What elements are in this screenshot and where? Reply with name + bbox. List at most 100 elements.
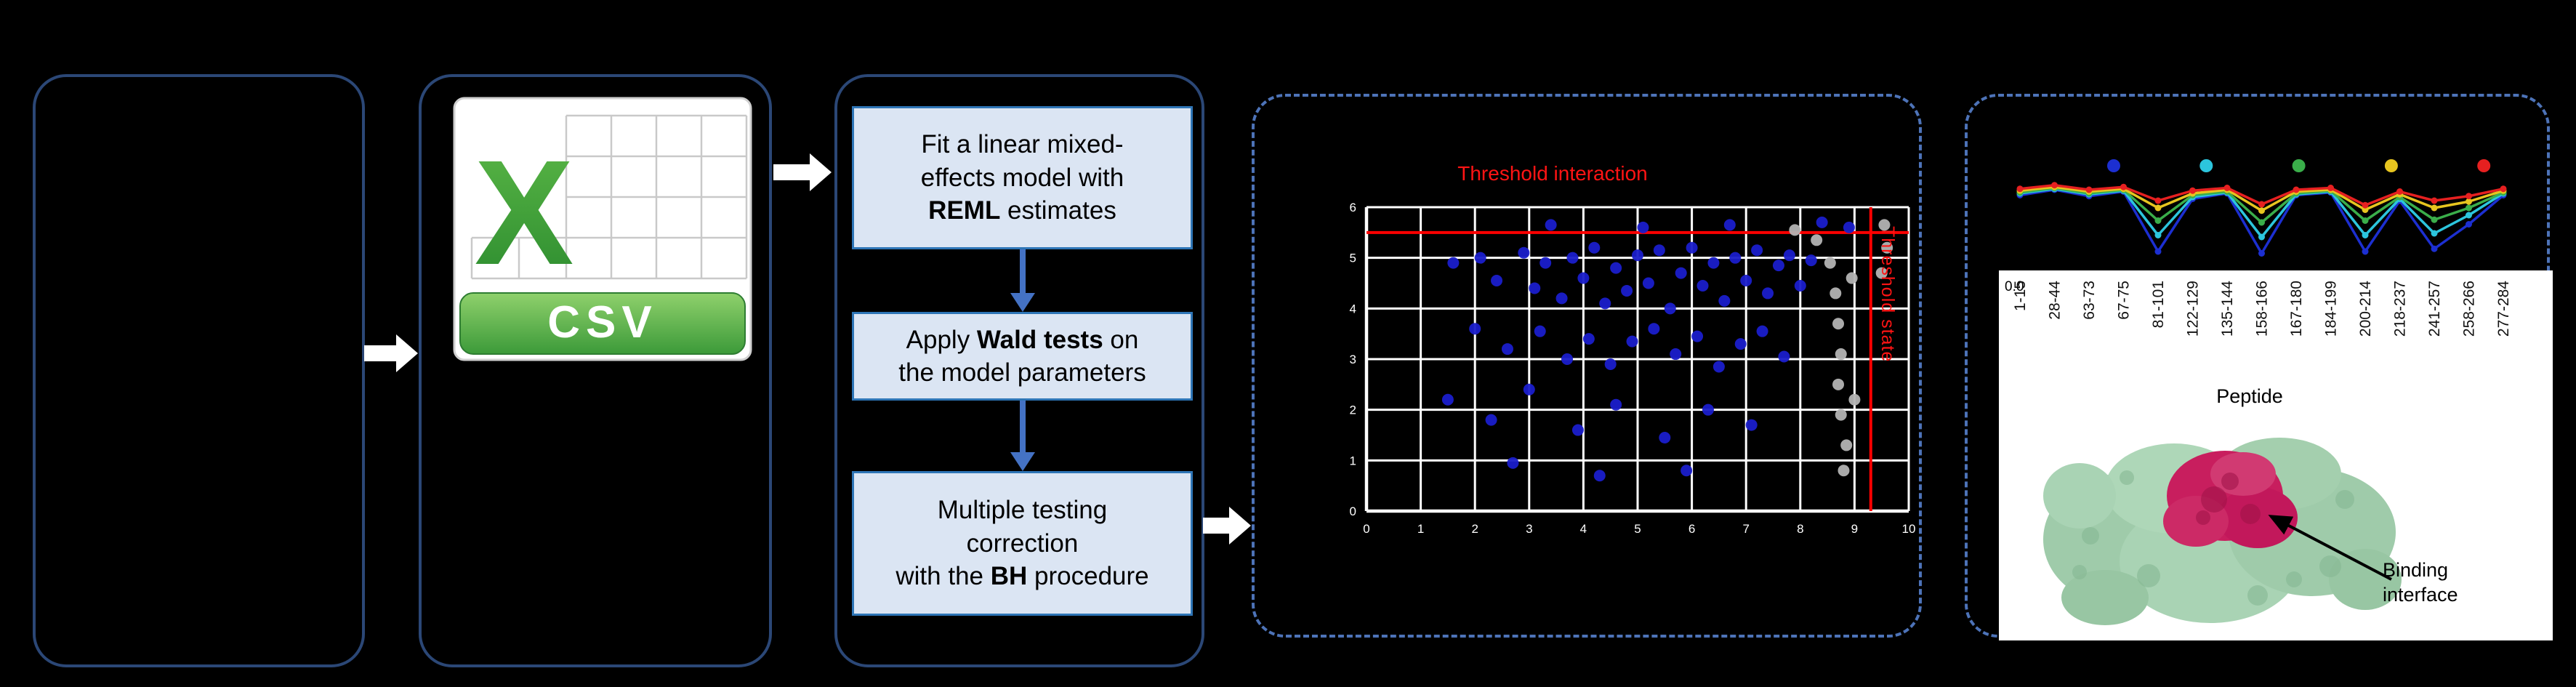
- peptide-tick-label: 67-75: [2116, 281, 2133, 320]
- scatter-point: [1778, 350, 1790, 363]
- uptake-point: [2362, 232, 2369, 238]
- scatter-point: [1878, 219, 1891, 231]
- panel-threshold-plot: Threshold interaction 0 1 2 3 4 5 6 7 8 9 10 0 1 2 3 4 5…: [1252, 94, 1922, 638]
- uptake-point: [2431, 197, 2438, 204]
- peptide-tick-label: 277-284: [2495, 281, 2512, 337]
- svg-text:0: 0: [1350, 505, 1356, 518]
- scatter-point: [1734, 338, 1747, 350]
- uptake-point: [2466, 198, 2472, 205]
- uptake-point: [2154, 248, 2162, 255]
- scatter-point: [1745, 419, 1758, 431]
- uptake-point: [2362, 248, 2369, 255]
- svg-text:7: 7: [1742, 522, 1749, 536]
- scatter-point: [1824, 257, 1836, 269]
- results-graphics: 0.0 1-15 28-44 63-73 67-75 81-101 122-129 135-…: [2005, 279, 2512, 625]
- scatter-point: [1830, 287, 1842, 300]
- scatter-point: [1848, 393, 1861, 406]
- scatter-point: [1632, 249, 1643, 262]
- scatter-point: [1881, 241, 1893, 254]
- peptide-tick-label: 218-237: [2392, 281, 2409, 337]
- scatter-point: [1626, 335, 1638, 347]
- csv-file-icon: X CSV: [453, 97, 752, 361]
- svg-text:5: 5: [1634, 522, 1641, 536]
- step1-bold: REML: [928, 196, 1001, 225]
- uptake-point: [2154, 197, 2162, 204]
- uptake-point: [2085, 186, 2093, 193]
- step-wald-tests-text: Apply Wald tests on the model parameters: [898, 324, 1146, 390]
- scatter-point: [1593, 470, 1606, 482]
- svg-text:2: 2: [1350, 403, 1356, 417]
- scatter-point: [1642, 277, 1654, 289]
- excel-x-letter: X: [475, 129, 574, 296]
- panel-results: 0.0 1-15 28-44 63-73 67-75 81-101 122-129 135-…: [1965, 94, 2553, 640]
- step1-pre: Fit a linear mixed- effects model with: [920, 130, 1124, 192]
- step3-post: procedure: [1027, 562, 1149, 591]
- peptide-tick-label: 184-199: [2323, 281, 2340, 337]
- uptake-point: [2466, 193, 2472, 200]
- scatter-point: [1670, 348, 1682, 361]
- protein-surface-texture: [2072, 470, 2354, 606]
- peptide-axis-labels: 1-15 28-44 63-73 67-75 81-101 122-129 135-144 1…: [2012, 281, 2512, 337]
- svg-text:3: 3: [1350, 353, 1356, 366]
- uptake-line-chart: [2016, 159, 2507, 257]
- step2-post: on the model parameters: [898, 325, 1146, 387]
- scatter-point: [1610, 262, 1622, 274]
- scatter-point: [1832, 318, 1845, 330]
- svg-text:6: 6: [1689, 522, 1695, 536]
- scatter-point: [1838, 465, 1850, 477]
- scatter-point: [1816, 216, 1828, 228]
- uptake-point: [2362, 201, 2369, 209]
- protein-structure-illustration: [2043, 438, 2402, 625]
- scatter-point: [1545, 219, 1557, 231]
- svg-text:6: 6: [1350, 201, 1356, 214]
- scatter-point: [1555, 292, 1568, 305]
- uptake-point: [2362, 206, 2369, 213]
- scatter-point: [1675, 267, 1687, 279]
- peptide-tick-label: 241-257: [2426, 281, 2443, 337]
- scatter-point: [1539, 257, 1552, 269]
- scatter-point: [1604, 358, 1617, 370]
- scatter-point: [1832, 378, 1845, 390]
- uptake-point: [2466, 221, 2472, 228]
- step-fit-model-text: Fit a linear mixed- effects model with R…: [921, 128, 1124, 228]
- uptake-point: [2154, 204, 2162, 212]
- svg-text:5: 5: [1350, 252, 1356, 265]
- uptake-point: [2431, 216, 2438, 223]
- flow-arrow-icon: [773, 153, 832, 191]
- binding-interface-arrow: [2268, 515, 2392, 581]
- svg-text:10: 10: [1902, 522, 1916, 536]
- uptake-point: [2258, 207, 2265, 214]
- uptake-point: [2431, 230, 2438, 237]
- peptide-tick-label: 200-214: [2357, 281, 2374, 337]
- scatter-point: [1529, 282, 1541, 294]
- results-white-panel: 0.0 1-15 28-44 63-73 67-75 81-101 122-129 135-…: [1999, 270, 2553, 640]
- scatter-plot: 0 1 2 3 4 5 6 7 8 9 10 0 1 2 3 4 5 6: [1350, 201, 1916, 536]
- step3-pre: Multiple testing correction with the: [895, 496, 1108, 591]
- scatter-point: [1659, 431, 1671, 443]
- scatter-point: [1783, 249, 1795, 262]
- uptake-point: [2051, 182, 2058, 189]
- scatter-point: [1664, 302, 1676, 315]
- uptake-point: [2327, 185, 2334, 191]
- step-fit-model: Fit a linear mixed- effects model with R…: [852, 106, 1193, 249]
- uptake-point: [2154, 217, 2162, 224]
- step-bh-correction: Multiple testing correction with the BH …: [852, 471, 1193, 616]
- scatter-series-1: [1789, 219, 1893, 477]
- uptake-point: [2431, 204, 2438, 212]
- scatter-point: [1566, 252, 1579, 264]
- uptake-point: [2396, 188, 2403, 195]
- peptide-tick-label: 258-266: [2461, 281, 2478, 337]
- scatter-grid: [1364, 206, 1910, 513]
- peptide-axis-title: Peptide: [2216, 385, 2283, 407]
- scatter-point: [1518, 246, 1530, 259]
- legend-dot: [2477, 159, 2491, 172]
- peptide-tick-label: 122-129: [2185, 281, 2202, 337]
- scatter-point: [1571, 424, 1584, 436]
- scatter-point: [1794, 279, 1806, 292]
- scatter-point: [1637, 221, 1649, 233]
- svg-text:3: 3: [1526, 522, 1532, 536]
- scatter-point: [1507, 457, 1519, 469]
- svg-text:8: 8: [1797, 522, 1803, 536]
- peptide-tick-label: 81-101: [2150, 281, 2167, 328]
- scatter-point: [1469, 323, 1481, 335]
